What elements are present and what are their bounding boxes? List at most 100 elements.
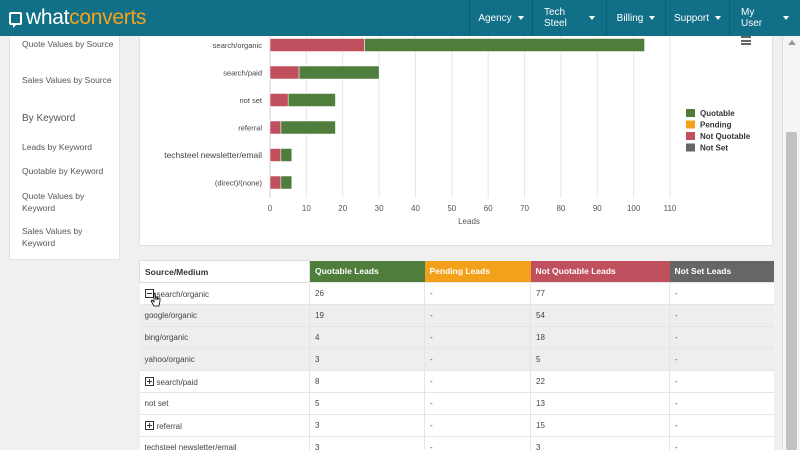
brand-text-what: what <box>26 6 69 30</box>
table-row: google/organic 19 - 54 - <box>140 305 774 327</box>
header-pending-leads[interactable]: Pending Leads <box>425 261 531 283</box>
bar-quotable <box>281 121 336 134</box>
cell-pending: - <box>425 415 531 437</box>
table-row: yahoo/organic 3 - 5 - <box>140 349 774 371</box>
cell-source: bing/organic <box>140 327 310 349</box>
cell-source: search/organic <box>140 283 310 305</box>
cell-not-quotable: 3 <box>531 437 670 450</box>
cell-text: 18 <box>536 333 545 342</box>
cell-not-quotable: 77 <box>531 283 670 305</box>
cell-text: - <box>675 377 678 386</box>
y-category-label: techsteel newsletter/email <box>164 150 262 160</box>
sidebar-item-leads-by-keyword[interactable]: Leads by Keyword <box>22 141 117 153</box>
cell-source: techsteel newsletter/email <box>140 437 310 450</box>
sidebar-heading-by-keyword: By Keyword <box>22 113 117 125</box>
cell-not-set: - <box>670 283 774 305</box>
legend-label: Not Set <box>700 144 728 153</box>
cell-text: 8 <box>315 377 319 386</box>
y-category-label: (direct)/(none) <box>215 179 263 188</box>
nav-tech-steel[interactable]: Tech Steel <box>532 0 606 36</box>
mouse-pointer-icon <box>150 292 162 308</box>
nav-my-user[interactable]: My User <box>729 0 800 36</box>
nav-billing[interactable]: Billing <box>606 0 665 36</box>
x-tick-label: 0 <box>268 204 273 213</box>
x-tick-label: 70 <box>520 204 529 213</box>
bar-not-quotable <box>270 94 288 107</box>
table-row: bing/organic 4 - 18 - <box>140 327 774 349</box>
expand-plus-icon[interactable] <box>145 421 154 430</box>
cell-text: - <box>675 311 678 320</box>
x-tick-label: 20 <box>338 204 347 213</box>
cell-source: referral <box>140 415 310 437</box>
bar-not-quotable <box>270 176 281 189</box>
cell-text: - <box>675 443 678 450</box>
table-row: search/paid 8 - 22 - <box>140 371 774 393</box>
y-category-label: not set <box>239 96 262 105</box>
cell-text: - <box>430 399 433 408</box>
chart-panel: 0 10 20 30 40 50 60 70 80 90 100 110 Leads search/org… <box>139 36 773 246</box>
bar-not-quotable <box>270 39 365 52</box>
caret-down-icon <box>649 16 655 20</box>
sidebar-item-quotable-by-keyword[interactable]: Quotable by Keyword <box>22 165 117 177</box>
header-source-medium[interactable]: Source/Medium <box>140 261 310 283</box>
cell-not-quotable: 54 <box>531 305 670 327</box>
cell-not-set: - <box>670 393 774 415</box>
cell-text: 3 <box>315 421 319 430</box>
y-category-label: referral <box>238 124 262 133</box>
y-category-label: search/organic <box>213 41 262 50</box>
cell-source: search/paid <box>140 371 310 393</box>
x-tick-label: 30 <box>375 204 384 213</box>
cell-text: - <box>675 399 678 408</box>
cell-source: not set <box>140 393 310 415</box>
x-tick-label: 100 <box>627 204 641 213</box>
x-tick-label: 80 <box>556 204 565 213</box>
cell-quotable: 3 <box>310 349 425 371</box>
top-navbar: what converts Agency Tech Steel Billing S… <box>0 0 800 36</box>
cell-text: - <box>430 443 433 450</box>
expand-plus-icon[interactable] <box>145 377 154 386</box>
cell-not-set: - <box>670 415 774 437</box>
scroll-thumb[interactable] <box>786 132 797 450</box>
sidebar: Quote Values by Source Sales Values by S… <box>9 36 120 260</box>
header-not-set-leads[interactable]: Not Set Leads <box>670 261 774 283</box>
cell-text: - <box>430 421 433 430</box>
cell-not-set: - <box>670 327 774 349</box>
cell-not-set: - <box>670 371 774 393</box>
cell-text: 5 <box>536 355 540 364</box>
cell-text: - <box>675 355 678 364</box>
sidebar-item-sales-values-by-source[interactable]: Sales Values by Source <box>22 74 117 86</box>
scroll-up-arrow-icon[interactable] <box>788 40 796 45</box>
page-scrollbar[interactable] <box>782 36 800 450</box>
cell-text: 26 <box>315 289 324 298</box>
header-not-quotable-leads[interactable]: Not Quotable Leads <box>531 261 670 283</box>
cell-text: 19 <box>315 311 324 320</box>
cell-quotable: 4 <box>310 327 425 349</box>
bar-not-quotable <box>270 66 299 79</box>
bar-quotable <box>288 94 335 107</box>
legend-label: Quotable <box>700 109 735 118</box>
cell-quotable: 5 <box>310 393 425 415</box>
cell-text: not set <box>145 399 169 408</box>
cell-text: 22 <box>536 377 545 386</box>
cell-not-set: - <box>670 349 774 371</box>
caret-down-icon <box>715 16 721 20</box>
sidebar-item-sales-values-by-keyword[interactable]: Sales Values by Keyword <box>22 225 117 249</box>
sidebar-item-quote-values-by-source[interactable]: Quote Values by Source <box>22 38 117 50</box>
brand-logo[interactable]: what converts <box>0 0 300 36</box>
bar-quotable <box>281 176 292 189</box>
nav-label: Agency <box>478 13 511 24</box>
nav-agency[interactable]: Agency <box>469 0 532 36</box>
table-row: search/organic 26 - 77 - <box>140 283 774 305</box>
cell-pending: - <box>425 327 531 349</box>
cell-not-quotable: 13 <box>531 393 670 415</box>
cell-pending: - <box>425 393 531 415</box>
bar-quotable <box>281 149 292 162</box>
cell-text: - <box>430 289 433 298</box>
nav-label: Billing <box>617 13 644 24</box>
cell-text: 54 <box>536 311 545 320</box>
sidebar-item-quote-values-by-keyword[interactable]: Quote Values by Keyword <box>22 190 117 214</box>
header-quotable-leads[interactable]: Quotable Leads <box>310 261 425 283</box>
nav-support[interactable]: Support <box>665 0 729 36</box>
cell-text: - <box>675 289 678 298</box>
bar-quotable <box>299 66 379 79</box>
